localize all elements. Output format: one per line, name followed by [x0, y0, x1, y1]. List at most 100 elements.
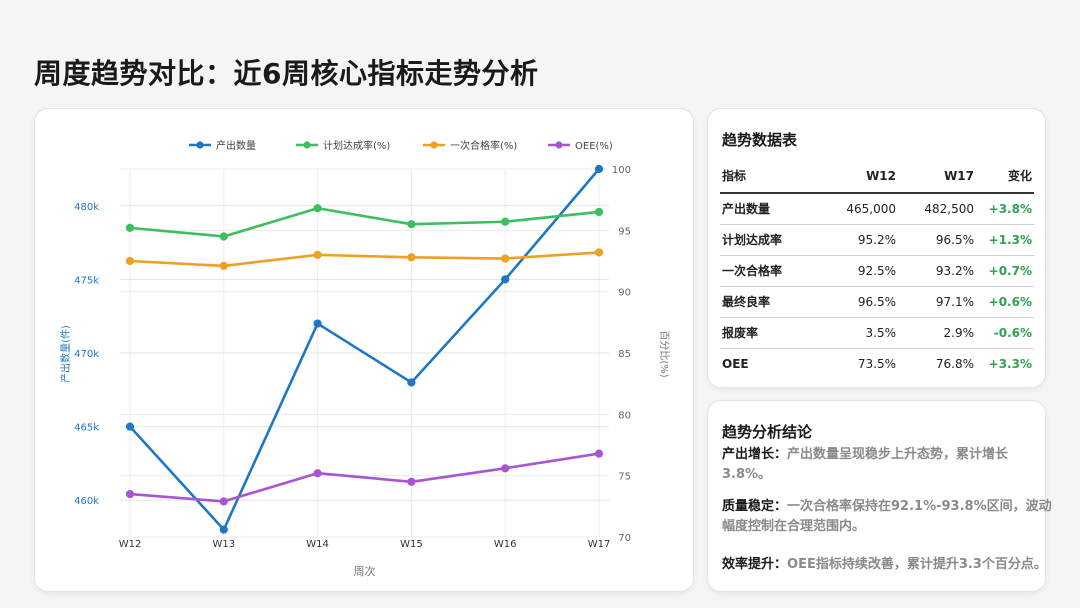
row-w12: 3.5%	[808, 316, 898, 348]
x-tick-label: W12	[119, 539, 142, 550]
legend-marker	[303, 141, 311, 149]
table-row: 一次合格率 92.5% 93.2% +0.7%	[720, 254, 1034, 286]
y-right-tick-label: 95	[618, 226, 631, 237]
data-point	[501, 217, 510, 226]
row-change: +3.8%	[976, 192, 1034, 224]
data-point	[594, 207, 604, 217]
y-right-tick-label: 70	[618, 533, 631, 544]
y-right-tick-label: 80	[618, 410, 631, 421]
table-header-row: 指标 W12 W17 变化	[720, 159, 1034, 193]
data-point	[407, 477, 416, 486]
conclusion-label: 效率提升：	[722, 557, 788, 572]
data-point	[219, 525, 228, 534]
data-point	[313, 319, 322, 328]
row-w12: 465,000	[808, 192, 898, 224]
conclusion-title: 趋势分析结论	[722, 423, 813, 441]
data-point	[125, 489, 135, 499]
data-point	[125, 223, 135, 232]
trend-line-chart: 70 75 80 85 90 95 100 460k 465k 470k 475k 480k W12 W1…	[59, 139, 670, 578]
conclusion-label: 质量稳定：	[722, 499, 788, 514]
data-point	[407, 378, 416, 387]
conclusion-item: 效率提升：OEE指标持续改善，累计提升3.3个百分点。	[722, 555, 1052, 575]
y-left-tick-label: 460k	[74, 496, 99, 507]
data-point	[407, 220, 416, 229]
y-right-tick-label: 90	[618, 288, 631, 299]
header-w17: W17	[944, 168, 974, 183]
row-change: +0.6%	[976, 285, 1034, 317]
row-metric: 产出数量	[720, 192, 808, 224]
series-line	[129, 251, 600, 268]
data-point	[594, 248, 604, 257]
data-point	[501, 275, 510, 284]
table-title: 趋势数据表	[722, 131, 798, 149]
row-w17: 93.2%	[898, 254, 976, 286]
header-change: 变化	[1007, 169, 1032, 183]
row-w12: 96.5%	[808, 285, 898, 317]
x-axis-title: 周次	[354, 564, 376, 578]
data-point	[313, 250, 322, 259]
series-line	[129, 452, 600, 503]
legend-marker	[555, 141, 563, 149]
trend-chart-card: 70 75 80 85 90 95 100 460k 465k 470k 475k 480k W12 W1…	[34, 108, 694, 592]
legend-label: 计划达成率(%)	[323, 139, 390, 152]
row-metric: 报废率	[720, 316, 808, 348]
row-w12: 92.5%	[808, 254, 898, 286]
legend-label: OEE(%)	[575, 141, 613, 152]
table-row: 计划达成率 95.2% 96.5% +1.3%	[720, 223, 1034, 255]
conclusion-text: 一次合格率保持在92.1%-93.8%区间，波动幅度控制在合理范围内。	[722, 499, 1052, 534]
data-point	[125, 256, 135, 266]
legend-marker	[196, 141, 204, 149]
legend-label: 产出数量	[216, 139, 256, 152]
data-point	[594, 449, 604, 458]
row-w17: 2.9%	[898, 316, 976, 348]
y-right-tick-label: 85	[618, 349, 631, 360]
data-point	[219, 261, 228, 271]
data-point	[313, 469, 322, 478]
row-metric: 最终良率	[720, 285, 808, 317]
trend-table: 指标 W12 W17 变化 产出数量 465,000 482,500 +3.8%…	[720, 159, 1034, 379]
x-tick-label: W13	[212, 539, 235, 550]
y-left-tick-label: 480k	[74, 202, 99, 213]
y-left-tick-label: 465k	[74, 423, 99, 434]
legend-marker	[430, 141, 438, 149]
data-point	[219, 232, 228, 241]
row-metric: OEE	[720, 347, 808, 379]
data-point	[219, 497, 228, 506]
conclusion-item: 产出增长：产出数量呈现稳步上升态势，累计增长3.8%。	[722, 445, 1052, 485]
row-w12: 95.2%	[808, 223, 898, 255]
data-point	[125, 422, 135, 431]
series-line	[129, 168, 600, 531]
row-change: +3.3%	[976, 347, 1034, 379]
series-line	[129, 206, 600, 238]
conclusion-text: OEE指标持续改善，累计提升3.3个百分点。	[787, 557, 1047, 572]
y-right-tick-label: 100	[612, 165, 631, 176]
data-point	[501, 254, 510, 263]
table-row: OEE 73.5% 76.8% +3.3%	[720, 347, 1034, 379]
conclusion-item: 质量稳定：一次合格率保持在92.1%-93.8%区间，波动幅度控制在合理范围内。	[722, 497, 1052, 537]
table-row: 最终良率 96.5% 97.1% +0.6%	[720, 285, 1034, 317]
page-title: 周度趋势对比：近6周核心指标走势分析	[34, 57, 539, 90]
conclusion-label: 产出增长：	[722, 447, 788, 462]
x-tick-label: W17	[588, 539, 611, 550]
data-point	[313, 204, 322, 213]
x-tick-label: W15	[400, 539, 423, 550]
header-metric: 指标	[722, 169, 747, 183]
row-w12: 73.5%	[808, 347, 898, 379]
legend-label: 一次合格率(%)	[450, 139, 517, 152]
x-tick-label: W16	[494, 539, 517, 550]
table-row: 产出数量 465,000 482,500 +3.8%	[720, 192, 1034, 224]
row-change: -0.6%	[976, 316, 1034, 348]
y-left-tick-label: 470k	[74, 349, 99, 360]
data-point	[501, 464, 510, 473]
table-row: 报废率 3.5% 2.9% -0.6%	[720, 316, 1034, 348]
y-left-tick-label: 475k	[74, 275, 99, 286]
row-w17: 97.1%	[898, 285, 976, 317]
row-w17: 76.8%	[898, 347, 976, 379]
conclusion-card: 趋势分析结论 产出增长：产出数量呈现稳步上升态势，累计增长3.8%。 质量稳定：…	[707, 400, 1052, 592]
row-change: +0.7%	[976, 254, 1034, 286]
header-w12: W12	[866, 168, 896, 183]
row-metric: 计划达成率	[720, 223, 808, 255]
data-point	[594, 164, 604, 174]
y-left-axis-title: 产出数量(件)	[59, 325, 72, 383]
y-right-tick-label: 75	[618, 472, 631, 483]
